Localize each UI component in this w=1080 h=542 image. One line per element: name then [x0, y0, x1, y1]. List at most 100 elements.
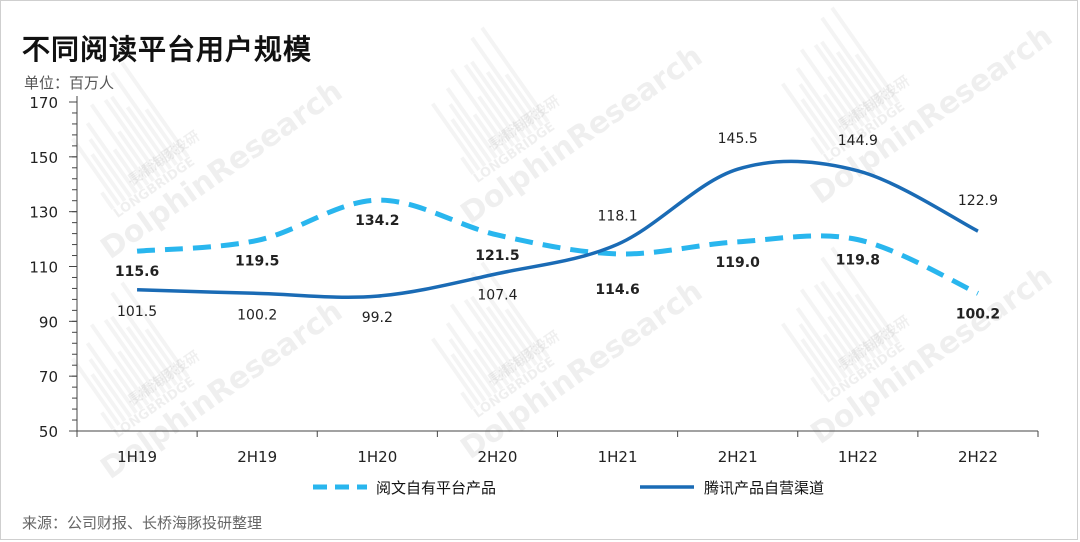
watermark-bar [480, 261, 550, 358]
watermark-bar [110, 95, 167, 174]
watermark-bar [822, 93, 854, 135]
data-label: 107.4 [477, 288, 517, 304]
watermark-bar [798, 323, 843, 383]
data-label: 121.5 [475, 248, 519, 264]
watermark-bar [800, 98, 837, 147]
watermark-bar [820, 16, 888, 111]
watermark-bar [90, 373, 127, 422]
y-tick-label: 150 [29, 149, 58, 167]
watermark-bar [470, 60, 527, 139]
watermark-bar [810, 136, 825, 156]
watermark-bar [799, 48, 860, 131]
series-line-yuewen [136, 197, 979, 296]
watermark-bar [835, 50, 883, 115]
watermark-bar [470, 36, 538, 131]
data-label: 134.2 [355, 213, 399, 229]
watermark-bar [88, 138, 133, 198]
data-label: 145.5 [718, 131, 758, 147]
watermark-bar [799, 288, 860, 371]
data-labels: 115.6 119.5 134.2 121.5 114.6 119.0 119.8 100.2… [115, 131, 1000, 326]
watermark-bar [854, 293, 894, 347]
watermark-bar [445, 87, 498, 159]
watermark-bar [85, 342, 138, 414]
watermark-bar [112, 368, 144, 410]
y-tick-label: 70 [39, 368, 58, 386]
watermark-bar [463, 63, 521, 143]
watermark-bar [117, 350, 156, 402]
watermark-bar [854, 53, 894, 107]
watermark-bar [85, 122, 138, 194]
watermark-bar [103, 318, 161, 398]
x-tick-label: 1H20 [357, 448, 397, 466]
watermark-bar [431, 337, 481, 407]
watermark-bar [90, 153, 127, 202]
x-tick-label: 1H22 [838, 448, 878, 466]
watermark-bar [110, 291, 178, 386]
watermark-bar [89, 323, 150, 406]
watermark-bar [820, 256, 888, 351]
y-tick-label: 90 [39, 313, 58, 331]
data-label: 114.6 [595, 282, 639, 298]
watermark-bar [813, 43, 871, 123]
watermark-bar [813, 283, 871, 363]
watermark-bar [125, 105, 173, 170]
watermark-bar [448, 103, 493, 163]
watermark-bar [110, 315, 167, 394]
legend-label-tencent: 腾讯产品自营渠道 [704, 479, 824, 497]
watermark-bar [472, 113, 504, 155]
watermark-bar [71, 357, 121, 427]
watermark-bar [827, 315, 866, 367]
x-tick-label: 2H22 [958, 448, 998, 466]
chart-title: 不同阅读平台用户规模 [22, 33, 313, 66]
watermark-bar [460, 391, 475, 411]
watermark-bar [112, 148, 144, 190]
watermark-bar [485, 70, 533, 135]
data-label: 118.1 [598, 208, 638, 224]
watermark-bar [477, 330, 516, 382]
y-tick-label: 50 [39, 423, 58, 441]
watermark-bar [830, 246, 900, 343]
watermark-bar [431, 102, 481, 172]
y-tick-label: 110 [29, 259, 58, 277]
data-label: 144.9 [838, 133, 878, 149]
x-tick-label: 2H21 [718, 448, 758, 466]
watermark-bar [450, 353, 487, 402]
y-tick-label: 170 [29, 94, 58, 112]
watermark-bar [810, 376, 825, 396]
watermark-bar [89, 103, 150, 186]
watermark-bar [480, 26, 550, 123]
data-label: 119.0 [716, 255, 761, 271]
watermark-bar [472, 348, 504, 390]
watermark-bar [485, 305, 533, 370]
y-tick-label: 130 [29, 204, 58, 222]
watermark-bar [477, 95, 516, 147]
data-label: 119.5 [235, 253, 279, 269]
watermark-bar [144, 328, 184, 382]
watermark-bar [827, 75, 866, 127]
watermark-bar [800, 338, 837, 387]
watermark-bar [100, 411, 115, 431]
data-label: 99.2 [362, 310, 393, 326]
data-label: 101.5 [117, 304, 157, 320]
legend: 阅文自有平台产品 腾讯产品自营渠道 [313, 479, 824, 497]
watermark-bar [125, 325, 173, 390]
watermark-bar [449, 303, 510, 386]
unit-label: 单位：百万人 [24, 74, 115, 92]
watermark-bar [88, 358, 133, 418]
watermark-bar [144, 108, 184, 162]
watermark-bar [781, 82, 831, 152]
axes: 50 70 90 110 130 150 170 1H19 2H19 1H20 2H20 1H21 2H… [29, 94, 1039, 466]
watermark-bar [100, 191, 115, 211]
watermark-bar [820, 40, 877, 119]
watermark-bar [798, 83, 843, 143]
watermark-bar [820, 280, 877, 359]
watermark-bar [120, 61, 190, 158]
watermark-bar [120, 281, 190, 378]
watermark-bar [110, 71, 178, 166]
